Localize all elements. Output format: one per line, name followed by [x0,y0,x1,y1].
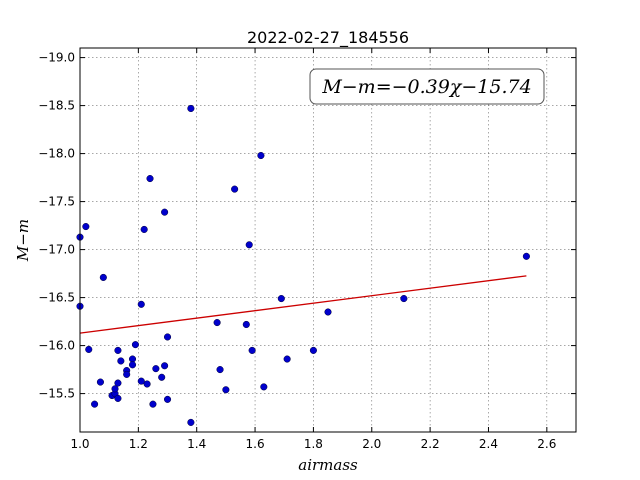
data-point [114,379,122,387]
x-tick-label: 2.2 [421,437,440,451]
x-tick-label: 2.4 [479,437,498,451]
y-tick-labels: −15.5 −16.0 −16.5 −17.0 −17.5 −18.0 −18.5 −19.0 [38,51,75,401]
data-point [131,341,139,349]
x-tick-label: 1.6 [246,437,265,451]
data-point [324,308,332,316]
data-point [187,104,195,113]
data-point [99,273,107,281]
data-point [216,366,224,374]
grid-lines [79,48,576,432]
data-point [114,346,122,354]
y-tick-label: −18.0 [38,147,75,161]
data-point [128,361,137,369]
data-point [277,295,285,303]
x-tick-label: 1.0 [70,437,89,451]
fit-line [79,275,527,334]
data-point [85,345,93,353]
x-tick-label: 1.8 [304,437,323,451]
data-point [309,346,317,354]
x-tick-label: 2.0 [362,437,381,451]
x-tick-label: 1.4 [187,437,206,451]
data-point [245,241,253,249]
x-tick-labels: 1.0 1.2 1.4 1.6 1.8 2.0 2.2 2.4 2.6 [70,437,556,451]
chart-title: 2022-02-27_184556 [247,28,409,48]
x-tick-label: 2.6 [537,437,556,451]
data-point [213,319,221,327]
data-point [137,377,145,385]
data-point [163,333,172,341]
data-point [152,365,160,373]
fit-line-layer [79,275,527,334]
data-point [222,386,230,394]
fit-equation-annotation: M−m=−0.39χ−15.74 [309,68,545,105]
y-tick-label: −19.0 [38,51,75,65]
data-point [231,185,239,193]
y-tick-label: −16.0 [38,339,75,353]
data-point [82,223,90,231]
x-axis-label: airmass [298,456,358,474]
data-point [260,383,268,391]
data-point [161,208,169,216]
axis-ticks [79,48,576,432]
y-axis-label: M−m [14,219,32,262]
data-point [96,378,104,386]
data-point [114,394,122,402]
y-tick-label: −16.5 [38,291,75,305]
x-tick-label: 1.2 [129,437,148,451]
data-point [242,320,250,329]
y-tick-label: −17.0 [38,243,75,257]
data-point [257,151,265,160]
data-point [187,418,195,426]
plot-area-frame [79,47,577,433]
data-point [146,175,154,183]
data-point [140,225,148,233]
data-point [111,385,119,393]
data-point [137,300,145,308]
data-point [117,357,125,365]
annotation-box-frame [309,68,545,105]
y-tick-label: −17.5 [38,195,75,209]
data-point [248,346,256,354]
y-tick-label: −18.5 [38,99,75,113]
data-point [91,400,99,408]
data-point [283,355,291,363]
y-tick-label: −15.5 [38,387,75,401]
data-point [143,380,151,388]
data-point [161,362,169,370]
data-point [158,373,166,381]
data-point [163,395,172,403]
data-point [522,252,530,260]
data-points [76,104,530,426]
data-point [400,295,408,303]
data-point [123,370,131,378]
annotation-text: M−m=−0.39χ−15.74 [321,76,531,98]
data-point [149,400,157,408]
